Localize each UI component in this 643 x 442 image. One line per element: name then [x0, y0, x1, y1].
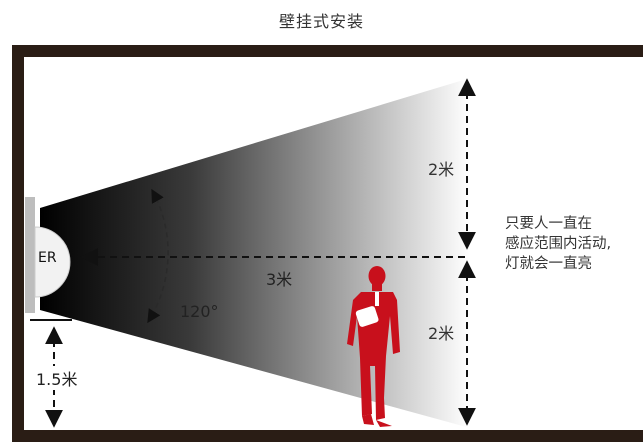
diagram-title: 壁挂式安装: [278, 12, 364, 31]
behavior-note: 只要人一直在 感应范围内活动, 灯就会一直亮: [505, 214, 640, 274]
note-line: 感应范围内活动,: [505, 236, 612, 252]
wall-mount-plate: [25, 197, 35, 313]
note-line: 灯就会一直亮: [505, 256, 592, 272]
upper-height-label: 2米: [428, 160, 455, 179]
person-shirt: [375, 292, 379, 306]
person-document: [355, 306, 379, 327]
sensor-label: ER: [38, 250, 57, 266]
range-label: 3米: [266, 270, 293, 289]
mount-height-label: 1.5米: [36, 366, 78, 390]
sensor-dome: [34, 226, 71, 298]
note-line: 只要人一直在: [505, 216, 592, 232]
angle-label: 120°: [180, 302, 219, 321]
lower-height-label: 2米: [428, 324, 455, 343]
angle-arc: [147, 188, 169, 324]
